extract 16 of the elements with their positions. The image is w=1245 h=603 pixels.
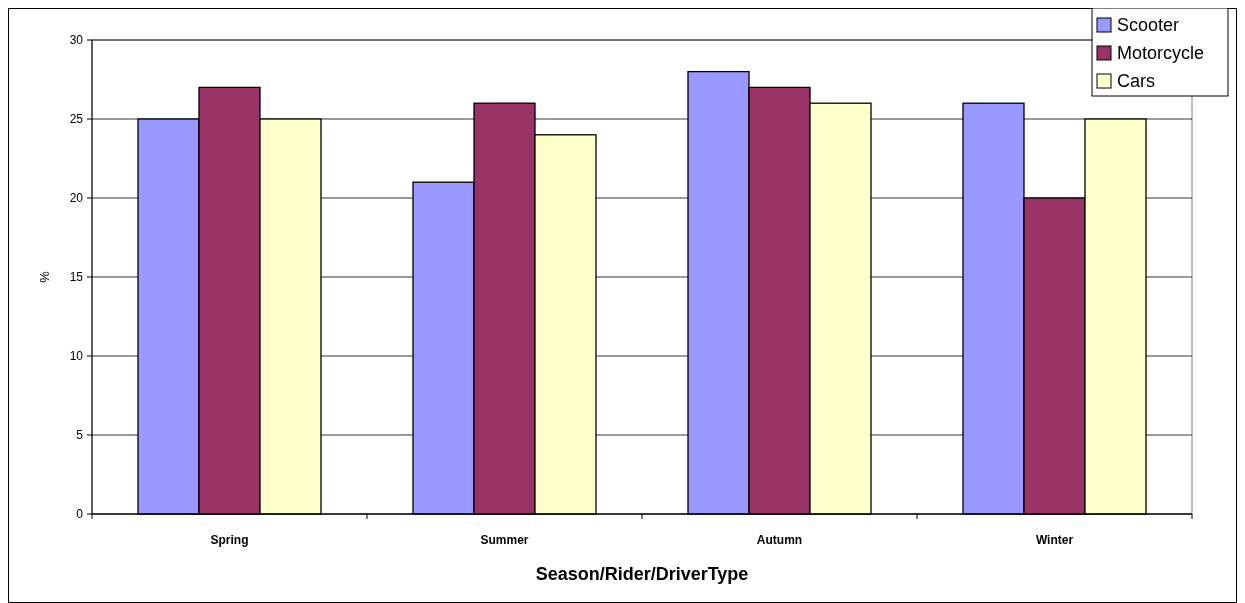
legend-label: Motorcycle: [1117, 43, 1205, 64]
y-axis-title: %: [37, 270, 52, 283]
x-axis-title: Season/Rider/DriverType: [535, 564, 749, 584]
x-tick-label: Summer: [480, 533, 529, 547]
y-tick-label: 20: [69, 191, 84, 206]
y-tick-label: 5: [76, 428, 84, 443]
legend-label: Scooter: [1117, 15, 1180, 36]
x-tick-label: Winter: [1035, 533, 1074, 547]
x-tick-label: Autumn: [756, 533, 803, 547]
y-tick-label: 10: [69, 349, 84, 364]
x-tick-label: Spring: [210, 533, 249, 547]
y-tick-label: 0: [76, 507, 84, 522]
y-tick-label: 25: [69, 112, 84, 127]
y-tick-label: 30: [69, 33, 84, 48]
legend-label: Cars: [1117, 71, 1156, 92]
y-tick-label: 15: [69, 270, 84, 285]
